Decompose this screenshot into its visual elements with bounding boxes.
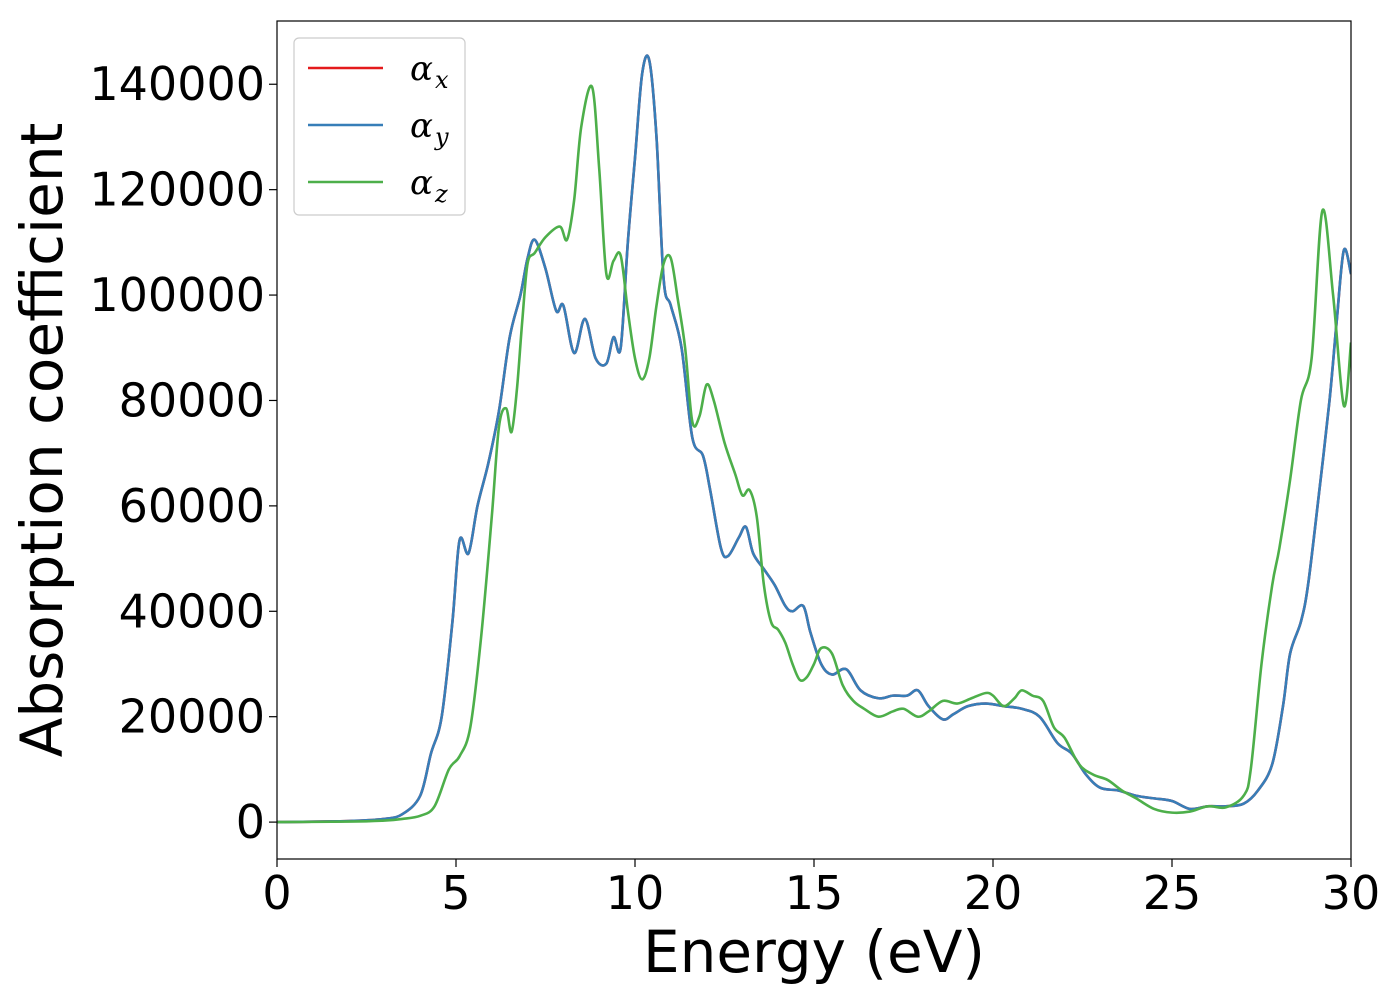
x-tick-label: 0	[262, 866, 291, 920]
x-axis-ticks: 0 5 10 15 20 25 30	[262, 859, 1380, 920]
y-tick-label: 80000	[119, 373, 265, 427]
y-tick-label: 100000	[89, 268, 265, 322]
x-tick-label: 30	[1322, 866, 1381, 920]
x-tick-label: 5	[441, 866, 470, 920]
x-tick-label: 25	[1143, 866, 1202, 920]
x-tick-label: 15	[785, 866, 844, 920]
series-layer	[277, 54, 1351, 824]
x-tick-label: 10	[606, 866, 665, 920]
y-tick-label: 20000	[119, 690, 265, 744]
y-tick-label: 60000	[119, 479, 265, 533]
y-tick-label: 40000	[119, 584, 265, 638]
series-line-z	[277, 84, 1351, 824]
x-axis-title: Energy (eV)	[643, 918, 985, 986]
legend-box	[293, 37, 466, 216]
y-tick-label: 120000	[89, 163, 265, 217]
y-tick-label: 140000	[89, 57, 265, 111]
x-tick-label: 20	[964, 866, 1023, 920]
y-tick-label: 0	[236, 795, 265, 849]
y-axis-title: Absorption coefficient	[8, 123, 76, 758]
series-line-y	[277, 54, 1351, 824]
y-axis-ticks: 0 20000 40000 60000 80000 100000 120000 140000	[89, 57, 277, 849]
